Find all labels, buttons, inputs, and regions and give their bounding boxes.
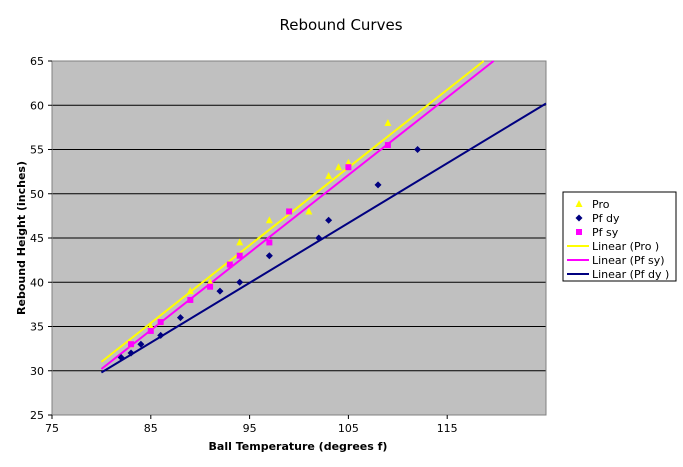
data-points xyxy=(117,118,422,361)
y-tick-label: 60 xyxy=(30,99,44,112)
legend-label: Pf dy xyxy=(592,212,620,225)
data-point xyxy=(414,146,422,153)
data-point xyxy=(325,172,333,180)
x-tick-label: 95 xyxy=(243,422,257,435)
data-point xyxy=(305,207,313,215)
data-point xyxy=(117,353,125,361)
x-tick-label: 85 xyxy=(144,422,158,435)
trendline-0 xyxy=(100,60,485,363)
data-point xyxy=(147,322,155,330)
x-tick-label: 105 xyxy=(338,422,359,435)
data-point xyxy=(374,181,382,189)
data-point xyxy=(226,261,233,268)
data-point xyxy=(206,278,214,286)
y-tick-label: 40 xyxy=(30,276,44,289)
data-point xyxy=(147,327,154,334)
legend-marker xyxy=(575,214,583,222)
y-tick-label: 45 xyxy=(30,232,44,245)
data-point xyxy=(335,163,343,171)
y-axis-label: Rebound Height (inches) xyxy=(15,161,28,315)
series-2 xyxy=(128,142,391,348)
legend-marker xyxy=(575,200,583,207)
data-point xyxy=(236,278,244,286)
data-point xyxy=(266,239,273,246)
data-point xyxy=(137,340,145,348)
y-tick-label: 65 xyxy=(30,55,44,68)
gridlines xyxy=(52,104,546,372)
data-point xyxy=(187,296,194,303)
data-point xyxy=(236,238,244,246)
legend-label: Linear (Pf sy) xyxy=(592,254,665,267)
data-point xyxy=(127,349,135,357)
data-point xyxy=(315,234,323,242)
legend-label: Pro xyxy=(592,198,610,211)
data-point xyxy=(157,331,165,339)
legend-label: Pf sy xyxy=(592,226,619,239)
data-point xyxy=(216,287,224,295)
data-point xyxy=(128,341,135,348)
trendlines xyxy=(100,60,547,374)
y-tick-label: 55 xyxy=(30,144,44,157)
data-point xyxy=(157,319,164,326)
legend-label: Linear (Pf dy ) xyxy=(592,268,669,281)
data-point xyxy=(325,216,333,224)
data-point xyxy=(344,158,352,166)
series-1 xyxy=(117,146,422,361)
trendline-2 xyxy=(100,102,547,374)
data-point xyxy=(236,252,243,259)
data-point xyxy=(207,283,214,290)
x-axis-label: Ball Temperature (degrees f) xyxy=(209,440,388,453)
chart-title: Rebound Curves xyxy=(279,16,402,34)
trendline-1 xyxy=(100,60,495,370)
y-axis-ticks: 25 30 35 40 45 50 55 60 65 xyxy=(30,55,52,422)
x-tick-label: 115 xyxy=(437,422,458,435)
data-point xyxy=(265,252,273,260)
data-point xyxy=(186,287,194,295)
data-point xyxy=(345,164,352,171)
y-tick-label: 25 xyxy=(30,409,44,422)
legend-label: Linear (Pro ) xyxy=(592,240,659,253)
x-axis-ticks: 75 85 95 105 115 xyxy=(45,415,458,435)
legend-marker xyxy=(576,229,582,235)
data-point xyxy=(265,216,273,224)
data-point xyxy=(176,314,184,322)
data-point xyxy=(384,118,392,126)
data-point xyxy=(384,142,391,149)
y-tick-label: 50 xyxy=(30,188,44,201)
y-tick-label: 30 xyxy=(30,365,44,378)
y-tick-label: 35 xyxy=(30,321,44,334)
x-tick-label: 75 xyxy=(45,422,59,435)
data-point xyxy=(286,208,293,215)
